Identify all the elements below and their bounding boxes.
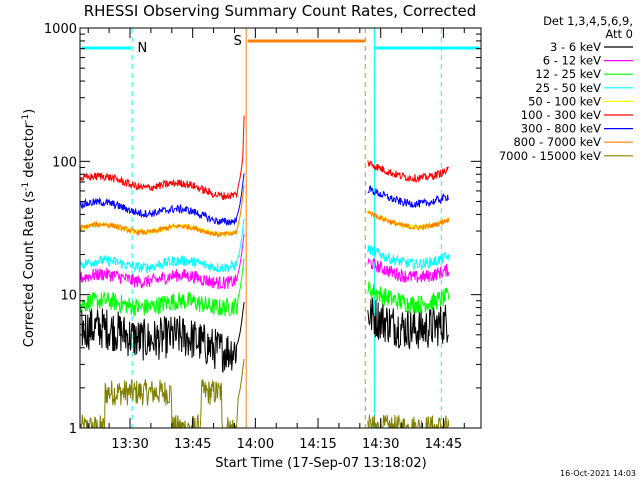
y-tick-label: 100: [52, 155, 77, 170]
x-tick-label: 13:45: [174, 437, 211, 452]
saa-flag-label: N: [138, 41, 148, 56]
series-6-12-keV-line: [80, 233, 450, 290]
series-segment-left: [80, 233, 245, 290]
series-100-300-keV-line: [80, 115, 449, 201]
series-segment-left: [80, 358, 245, 430]
series-segment-left: [80, 218, 245, 274]
footer-timestamp: 16-Oct-2021 14:03: [560, 469, 636, 478]
x-tick-label: 14:00: [237, 437, 274, 452]
x-tick-label: 14:15: [299, 437, 336, 452]
legend-label: 50 - 100 keV: [528, 94, 601, 108]
x-tick-label: 14:30: [362, 437, 399, 452]
series-segment-right: [367, 185, 450, 208]
y-axis-label: Corrected Count Rate (s-1 detector-1): [21, 109, 37, 347]
legend-label: 3 - 6 keV: [550, 40, 601, 54]
series-25-50-keV-line: [80, 218, 450, 274]
series-segment-right: [367, 210, 450, 231]
series-3-6-keV-line: [80, 297, 449, 373]
series-800-7000-keV-line: [80, 185, 450, 239]
y-axis-label-sup2: -1: [21, 114, 31, 123]
y-axis-label-mid: detector: [22, 122, 37, 182]
legend-label: 25 - 50 keV: [535, 81, 601, 95]
series-segment-left: [80, 173, 245, 227]
y-tick-label: 1: [69, 422, 77, 437]
series-segment-left: [80, 185, 245, 239]
series-segment-left: [80, 258, 245, 317]
x-tick-label: 13:30: [111, 437, 148, 452]
series-segment-right: [367, 244, 450, 271]
x-axis-label: Start Time (17-Sep-07 13:18:02): [215, 456, 426, 471]
y-tick-label: 1000: [44, 22, 77, 37]
y-axis: 1 10 100 1000: [44, 22, 481, 437]
y-axis-label-end: ): [22, 109, 37, 114]
series-segment-left: [80, 115, 245, 201]
x-tick-label: 14:45: [425, 437, 462, 452]
series-300-800-keV-line: [80, 173, 450, 227]
series-segment-right: [367, 258, 450, 283]
legend-header-detectors: Det 1,3,4,5,6,9,: [543, 14, 633, 28]
y-tick-label: 10: [60, 289, 77, 304]
series-segment-right: [367, 297, 449, 350]
legend-label: 800 - 7000 keV: [513, 135, 601, 149]
x-axis: 13:30 13:45 14:00 14:15 14:30 14:45: [87, 28, 465, 452]
series-7000-15000-keV-line: [80, 358, 450, 430]
y-axis-label-main: Corrected Count Rate (s: [22, 191, 37, 348]
series-12-25-keV-line: [80, 258, 450, 317]
series-segment-right: [367, 280, 450, 314]
series-segment-right: [367, 160, 449, 184]
plot-frame: [79, 27, 482, 429]
legend-label: 12 - 25 keV: [535, 67, 601, 81]
legend-label: 6 - 12 keV: [543, 54, 601, 68]
legend-label: 300 - 800 keV: [521, 122, 601, 136]
series-segment-right: [367, 414, 450, 430]
chart-title: RHESSI Observing Summary Count Rates, Co…: [84, 2, 477, 20]
legend-header-attenuator: Att 0: [605, 27, 633, 41]
night-flag-label: S: [234, 34, 242, 49]
y-axis-label-sup1: -1: [21, 182, 31, 191]
series-segment-left: [80, 302, 245, 373]
legend-label: 100 - 300 keV: [521, 108, 601, 122]
legend-label: 7000 - 15000 keV: [499, 149, 601, 163]
